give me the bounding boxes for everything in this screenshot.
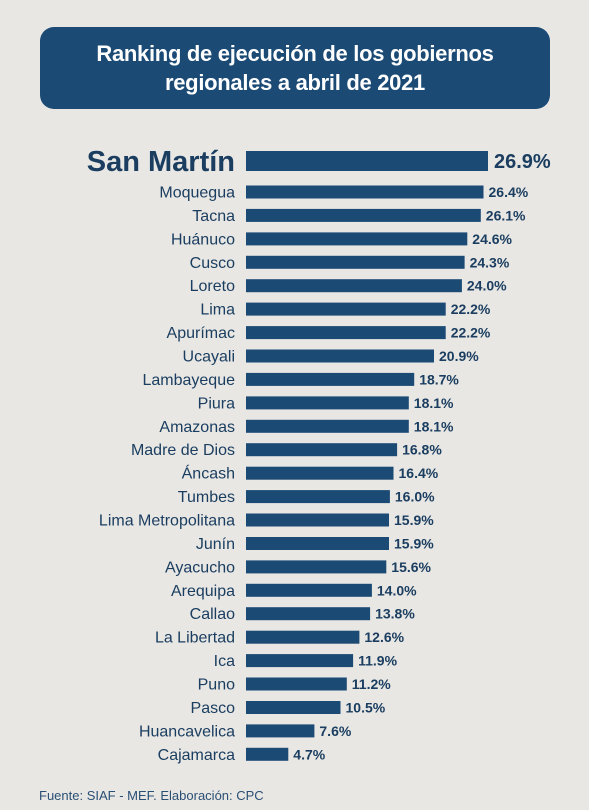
category-label-amazonas: Amazonas <box>159 419 235 436</box>
value-label-arequipa: 14.0% <box>377 582 417 598</box>
value-label-cusco: 24.3% <box>470 254 510 270</box>
value-label-san-martin: 26.9% <box>494 151 551 173</box>
bar-cusco <box>246 255 465 269</box>
value-label-ancash: 16.4% <box>399 465 439 481</box>
value-label-amazonas: 18.1% <box>414 418 454 434</box>
bar-san-martin <box>246 151 488 171</box>
value-label-junin: 15.9% <box>394 536 434 552</box>
value-label-tacna: 26.1% <box>486 207 526 223</box>
category-label-apurimac: Apurímac <box>167 325 235 342</box>
source-note: Fuente: SIAF - MEF. Elaboración: CPC <box>39 788 264 803</box>
value-label-ucayali: 20.9% <box>439 348 479 364</box>
bar-amazonas <box>246 419 409 433</box>
value-label-tumbes: 16.0% <box>395 489 435 505</box>
value-label-pasco: 10.5% <box>346 700 386 716</box>
category-label-moquegua: Moquegua <box>159 185 235 202</box>
bar-lambayeque <box>246 372 415 386</box>
bar-puno <box>246 677 347 691</box>
bar-junin <box>246 537 389 550</box>
category-label-loreto: Loreto <box>190 278 235 295</box>
bar-moquegua <box>246 185 484 199</box>
bar-apurimac <box>246 326 446 340</box>
category-label-madre-de-dios: Madre de Dios <box>131 442 235 459</box>
category-label-huanuco: Huánuco <box>171 231 235 248</box>
bar-ica <box>246 654 354 668</box>
value-label-piura: 18.1% <box>414 395 454 411</box>
category-label-ancash: Áncash <box>182 464 235 483</box>
value-label-ayacucho: 15.6% <box>391 559 431 575</box>
category-label-callao: Callao <box>190 606 235 623</box>
bar-ucayali <box>246 349 434 363</box>
category-label-arequipa: Arequipa <box>171 583 235 600</box>
bar-loreto <box>246 279 462 293</box>
category-label-san-martin: San Martín <box>87 146 235 178</box>
chart-title-line-2: regionales a abril de 2021 <box>164 70 425 95</box>
value-label-callao: 13.8% <box>375 606 415 622</box>
value-label-huancavelica: 7.6% <box>319 723 351 739</box>
category-label-ayacucho: Ayacucho <box>165 559 235 576</box>
value-label-loreto: 24.0% <box>467 278 507 294</box>
category-label-pasco: Pasco <box>191 700 236 717</box>
category-label-cajamarca: Cajamarca <box>158 747 235 764</box>
bar-tacna <box>246 208 481 222</box>
bar-arequipa <box>246 583 372 597</box>
category-label-tacna: Tacna <box>192 208 235 225</box>
bar-huanuco <box>246 232 468 246</box>
bar-cajamarca <box>246 747 289 761</box>
category-label-puno: Puno <box>198 677 235 694</box>
value-label-ica: 11.9% <box>358 653 397 669</box>
category-label-lima: Lima <box>200 302 235 319</box>
category-label-huancavelica: Huancavelica <box>139 723 235 740</box>
value-label-la-libertad: 12.6% <box>364 629 404 645</box>
bar-madre-de-dios <box>246 443 398 457</box>
value-label-madre-de-dios: 16.8% <box>402 442 442 458</box>
value-label-lima: 22.2% <box>451 301 491 317</box>
bar-pasco <box>246 701 341 714</box>
bar-chart: San Martín 26.9% Moquegua 26.4% Tacna 26.1% Hu… <box>87 146 551 764</box>
category-label-cusco: Cusco <box>190 255 235 272</box>
bar-la-libertad <box>246 630 360 644</box>
category-label-junin: Junín <box>196 536 235 553</box>
value-label-moquegua: 26.4% <box>489 184 529 200</box>
bar-tumbes <box>246 490 390 504</box>
bar-callao <box>246 607 371 621</box>
chart-title-box: Ranking de ejecución de los gobiernos re… <box>40 27 550 109</box>
bar-lima <box>246 302 446 316</box>
bar-lima-metropolitana <box>246 513 389 527</box>
bar-ancash <box>246 466 394 480</box>
value-label-huanuco: 24.6% <box>472 231 512 247</box>
category-label-ucayali: Ucayali <box>183 349 235 366</box>
category-label-lima-metropolitana: Lima Metropolitana <box>99 513 235 530</box>
value-label-apurimac: 22.2% <box>451 325 491 341</box>
bar-huancavelica <box>246 724 315 738</box>
category-label-lambayeque: Lambayeque <box>142 372 235 389</box>
bar-piura <box>246 396 409 410</box>
category-label-piura: Piura <box>198 395 235 412</box>
category-label-la-libertad: La Libertad <box>155 630 235 647</box>
value-label-lambayeque: 18.7% <box>419 371 459 387</box>
category-label-tumbes: Tumbes <box>178 489 235 506</box>
bar-ayacucho <box>246 560 387 574</box>
category-label-ica: Ica <box>214 653 235 670</box>
value-label-lima-metropolitana: 15.9% <box>394 512 434 528</box>
value-label-puno: 11.2% <box>352 676 391 692</box>
chart-title-line-1: Ranking de ejecución de los gobiernos <box>96 41 494 66</box>
value-label-cajamarca: 4.7% <box>293 746 325 762</box>
